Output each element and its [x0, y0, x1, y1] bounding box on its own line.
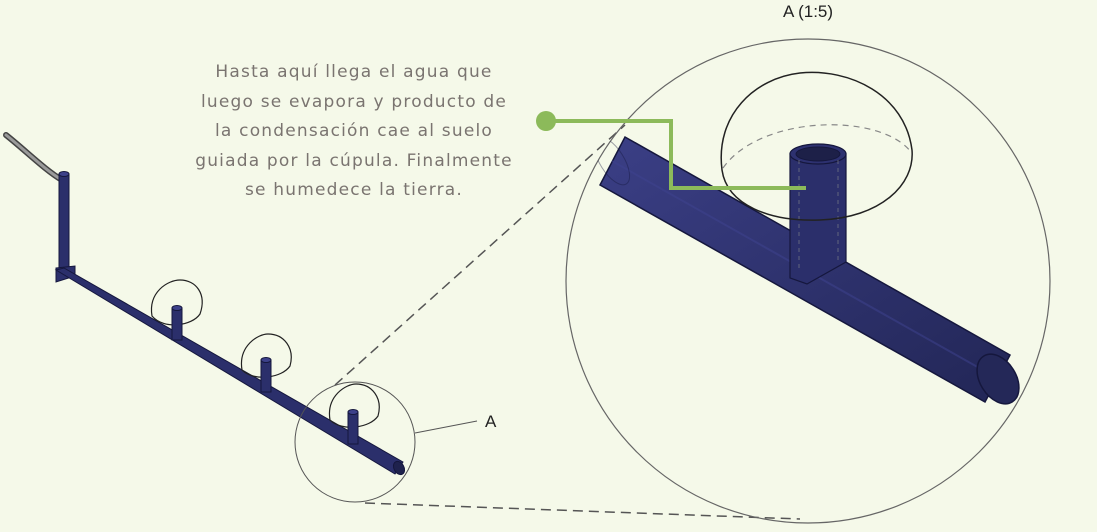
- callout-leader: [536, 111, 806, 190]
- caption-line: guiada por la cúpula. Finalmente: [195, 150, 513, 171]
- detail-circle-large: [565, 38, 1051, 524]
- caption-line: la condensación cae al suelo: [215, 121, 493, 141]
- pipe-assembly-overview: [3, 132, 406, 476]
- emitter-dome-1: [150, 279, 203, 341]
- detail-view: [565, 38, 1051, 524]
- detail-dome: [720, 71, 913, 221]
- emitter-dome-2: [240, 333, 292, 393]
- caption-line: Hasta aquí llega el agua que: [215, 62, 493, 82]
- projection-line-top: [334, 124, 626, 386]
- detail-riser: [789, 143, 847, 285]
- callout-dot: [536, 111, 556, 131]
- caption-line: luego se evapora y producto de: [200, 91, 508, 112]
- main-pipe: [54, 267, 404, 475]
- caption: Hasta aquí llega el agua que luego se ev…: [180, 58, 528, 206]
- detail-marker-label: A: [485, 412, 497, 431]
- detail-title: A (1:5): [783, 2, 833, 21]
- caption-line: se humedece la tierra.: [244, 180, 464, 200]
- detail-circle-small: [294, 381, 416, 503]
- vertical-riser: [58, 171, 70, 275]
- detail-marker-leader: [414, 420, 478, 434]
- detail-pipe-end: [976, 353, 1020, 405]
- projection-line-bottom: [364, 502, 801, 520]
- emitter-dome-3: [328, 383, 380, 445]
